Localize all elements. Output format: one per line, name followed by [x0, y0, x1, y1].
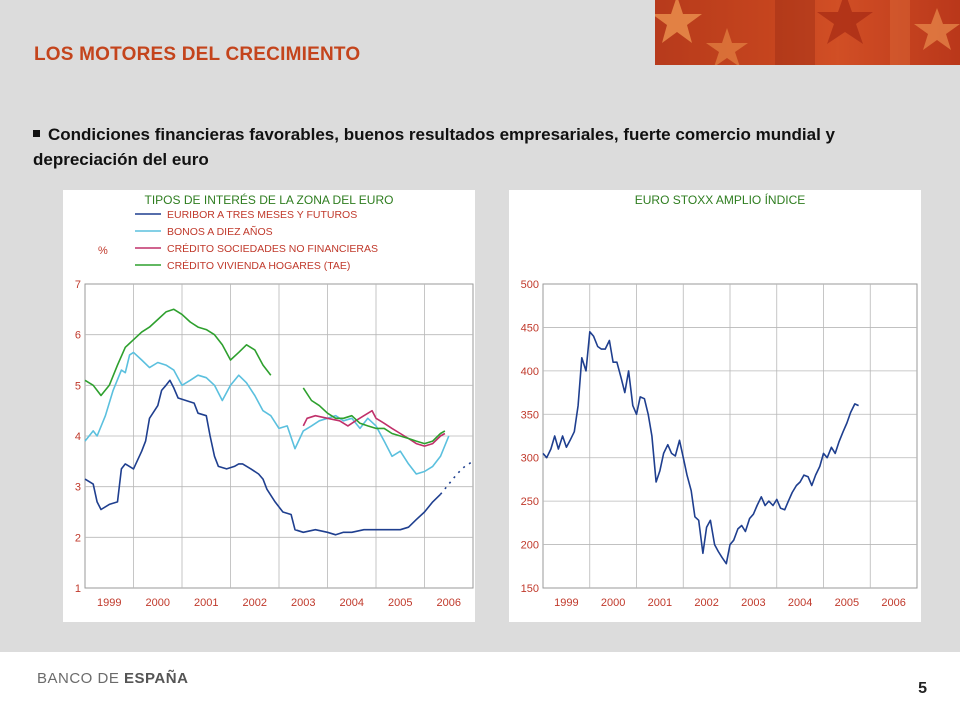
rates-legend-label-1: BONOS A DIEZ AÑOS: [167, 225, 273, 238]
stoxx-x-tick-2003: 2003: [741, 597, 765, 609]
rates-y-tick-4: 5: [75, 380, 81, 392]
stoxx-x-tick-2004: 2004: [788, 597, 812, 609]
stoxx-x-tick-2005: 2005: [835, 597, 859, 609]
stoxx-y-tick-7: 500: [521, 279, 539, 291]
interest-rates-chart-svg: TIPOS DE INTERÉS DE LA ZONA DEL EURO EURI…: [75, 192, 474, 609]
banco-de-espana-logo: BANCO DE ESPAÑA: [37, 670, 188, 687]
logo-text-bold: ESPAÑA: [124, 670, 189, 687]
rates-y-unit-label: %: [98, 245, 108, 257]
rates-legend-label-2: CRÉDITO SOCIEDADES NO FINANCIERAS: [167, 242, 378, 255]
rates-x-tick-1999: 1999: [97, 597, 121, 609]
stoxx-x-tick-2006: 2006: [881, 597, 905, 609]
rates-y-tick-2: 3: [75, 482, 81, 494]
rates-y-tick-1: 2: [75, 532, 81, 544]
stoxx-y-tick-2: 250: [521, 496, 539, 508]
logo-text-light: BANCO DE: [37, 670, 125, 687]
stoxx-y-tick-3: 300: [521, 453, 539, 465]
stoxx-x-tick-1999: 1999: [554, 597, 578, 609]
stoxx-y-tick-1: 200: [521, 540, 539, 552]
rates-series-line-3: [302, 409, 446, 447]
header-banner: [655, 0, 960, 65]
interest-rates-chart: TIPOS DE INTERÉS DE LA ZONA DEL EURO EURI…: [63, 190, 475, 622]
rates-series-line-2: [84, 351, 450, 475]
slide-title: LOS MOTORES DEL CRECIMIENTO: [34, 44, 361, 65]
stars-decoration: [655, 0, 960, 65]
rates-y-tick-0: 1: [75, 583, 81, 595]
bullet-square-icon: [33, 130, 40, 137]
rates-series-line-4: [84, 308, 272, 397]
stoxx-y-tick-5: 400: [521, 366, 539, 378]
rates-x-tick-2001: 2001: [194, 597, 218, 609]
stoxx-x-tick-2000: 2000: [601, 597, 625, 609]
stoxx-y-tick-4: 350: [521, 409, 539, 421]
euro-stoxx-chart: EURO STOXX AMPLIO ÍNDICE 150 200 250 300 350 4…: [509, 190, 921, 622]
euro-stoxx-chart-svg: EURO STOXX AMPLIO ÍNDICE 150 200 250 300 350 4…: [521, 192, 918, 609]
stoxx-x-tick-2001: 2001: [648, 597, 672, 609]
stoxx-chart-title: EURO STOXX AMPLIO ÍNDICE: [635, 192, 805, 207]
bullet-text: Condiciones financieras favorables, buen…: [33, 125, 835, 169]
rates-legend-label-0: EURIBOR A TRES MESES Y FUTUROS: [167, 209, 357, 221]
rates-series-line-1: [439, 460, 474, 495]
page-number: 5: [918, 680, 927, 697]
rates-x-tick-2003: 2003: [291, 597, 315, 609]
rates-y-tick-5: 6: [75, 330, 81, 342]
rates-y-tick-6: 7: [75, 279, 81, 291]
rates-x-tick-2004: 2004: [340, 597, 364, 609]
rates-x-tick-2005: 2005: [388, 597, 412, 609]
bullet-text-block: Condiciones financieras favorables, buen…: [33, 122, 913, 172]
stoxx-y-tick-0: 150: [521, 583, 539, 595]
rates-series-line-0: [84, 379, 442, 536]
stoxx-x-tick-2002: 2002: [694, 597, 718, 609]
rates-series-line-5: [302, 387, 446, 445]
rates-chart-title: TIPOS DE INTERÉS DE LA ZONA DEL EURO: [145, 192, 394, 207]
rates-y-tick-3: 4: [75, 431, 81, 443]
rates-x-tick-2002: 2002: [243, 597, 267, 609]
rates-x-tick-2000: 2000: [146, 597, 170, 609]
stoxx-series-line-0: [542, 331, 859, 565]
rates-x-tick-2006: 2006: [437, 597, 461, 609]
rates-legend-label-3: CRÉDITO VIVIENDA HOGARES (TAE): [167, 259, 350, 272]
stoxx-y-tick-6: 450: [521, 322, 539, 334]
